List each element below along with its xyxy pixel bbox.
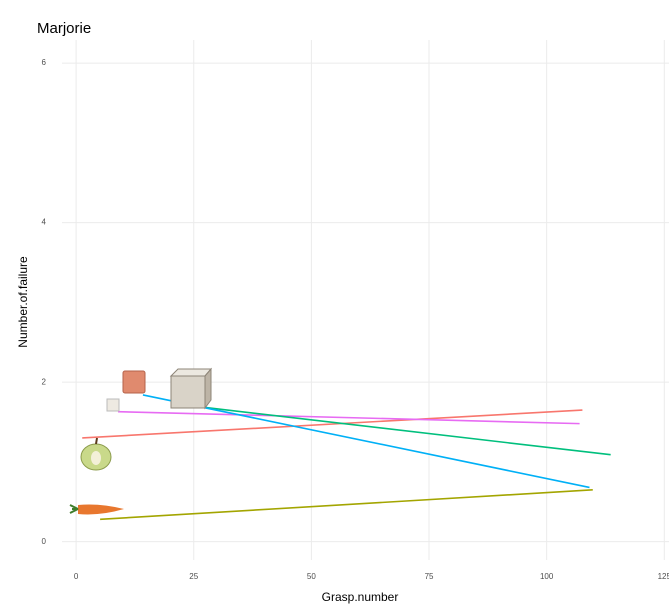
x-tick-label: 25 — [189, 572, 198, 581]
small-cube-icon — [106, 398, 120, 412]
regression-line — [82, 409, 583, 439]
regression-line — [117, 410, 580, 425]
x-tick-label: 0 — [74, 572, 79, 581]
y-axis-title: Number.of.failure — [16, 256, 30, 348]
x-axis-title: Grasp.number — [322, 590, 399, 604]
orange-cube-icon — [122, 370, 146, 394]
regression-line — [142, 394, 590, 489]
regression-line — [100, 489, 593, 521]
y-tick-label: 4 — [42, 218, 47, 227]
icons — [69, 367, 213, 515]
y-tick-label: 6 — [42, 58, 47, 67]
regression-line — [179, 403, 611, 456]
x-tick-label: 50 — [307, 572, 316, 581]
x-tick-label: 125 — [658, 572, 669, 581]
chart-title: Marjorie — [37, 20, 91, 37]
x-tick-label: 100 — [540, 572, 554, 581]
carrot-icon — [69, 504, 124, 515]
grid — [62, 40, 669, 560]
apple-icon — [80, 437, 112, 471]
lines — [82, 394, 611, 521]
y-tick-label: 0 — [42, 537, 47, 546]
big-cube-icon — [169, 367, 213, 410]
y-tick-label: 2 — [42, 377, 47, 386]
x-tick-label: 75 — [425, 572, 434, 581]
